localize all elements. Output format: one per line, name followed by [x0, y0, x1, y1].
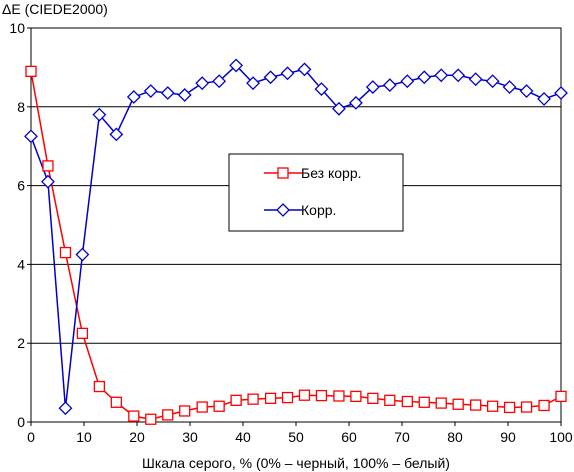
legend-marker-korr: [276, 203, 290, 217]
point-1-15: [280, 66, 295, 81]
point-1-10: [195, 76, 210, 91]
x-tick-label-50: 50: [288, 429, 304, 445]
point-1-21: [382, 78, 397, 93]
x-tick-label-40: 40: [235, 429, 251, 445]
y-tick-label-6: 6: [17, 178, 25, 194]
point-0-4: [93, 380, 106, 393]
point-1-28: [502, 80, 517, 95]
point-1-24: [434, 68, 449, 83]
point-1-3: [75, 247, 90, 262]
point-0-5: [110, 396, 122, 408]
point-1-4: [92, 107, 107, 122]
y-tick-label-0: 0: [17, 414, 25, 430]
x-axis-ticks: 0 10 20 30 40 50 60 70 80 90 100: [27, 422, 573, 445]
point-1-29: [519, 84, 534, 98]
point-0-24: [435, 397, 447, 409]
point-1-23: [417, 70, 432, 85]
point-1-12: [229, 58, 244, 73]
point-1-16: [297, 62, 312, 77]
point-0-31: [555, 390, 567, 403]
point-1-22: [400, 74, 415, 89]
x-tick-label-100: 100: [549, 429, 573, 445]
x-tick-label-30: 30: [182, 429, 198, 445]
point-0-8: [162, 409, 174, 421]
point-1-14: [263, 70, 278, 85]
y-tick-label-10: 10: [9, 20, 25, 36]
point-0-27: [486, 400, 499, 412]
point-0-26: [470, 399, 482, 411]
point-0-11: [213, 400, 225, 412]
point-0-3: [76, 327, 89, 340]
x-tick-label-0: 0: [27, 429, 35, 445]
x-tick-label-60: 60: [341, 429, 357, 445]
point-1-18: [332, 101, 346, 116]
point-1-25: [451, 68, 466, 83]
y-tick-label-4: 4: [17, 256, 25, 272]
point-0-15: [281, 391, 294, 404]
point-0-9: [179, 405, 191, 417]
point-1-20: [365, 80, 380, 95]
x-tick-label-70: 70: [394, 429, 410, 445]
point-1-5: [109, 127, 124, 142]
point-0-16: [298, 389, 311, 401]
point-0-10: [196, 401, 208, 413]
point-1-9: [177, 88, 192, 102]
point-0-7: [145, 413, 157, 425]
point-1-0: [24, 129, 38, 144]
x-axis-title: Шкала серого, % (0% – черный, 100% – бел…: [142, 455, 450, 471]
legend-label-korr: Корр.: [301, 202, 336, 218]
legend-label-bez-korr: Без корр.: [301, 165, 362, 181]
point-0-25: [452, 398, 464, 410]
point-0-6: [128, 410, 140, 422]
point-1-8: [160, 86, 175, 100]
point-1-19: [348, 95, 363, 110]
point-1-30: [537, 92, 551, 106]
point-0-13: [247, 393, 259, 405]
point-1-1: [41, 174, 55, 189]
x-tick-label-10: 10: [76, 429, 92, 445]
legend-box: [228, 153, 404, 232]
point-1-26: [468, 72, 483, 87]
point-0-20: [367, 392, 379, 405]
x-tick-label-20: 20: [129, 429, 145, 445]
point-0-14: [264, 392, 277, 405]
point-0-0: [25, 65, 37, 77]
legend-marker-bez-korr: [277, 167, 289, 179]
point-1-7: [143, 84, 158, 98]
point-1-31: [554, 86, 568, 100]
point-1-6: [126, 90, 141, 104]
point-0-17: [315, 389, 328, 402]
point-0-30: [538, 399, 550, 412]
x-tick-label-90: 90: [500, 429, 516, 445]
point-0-22: [401, 395, 413, 408]
point-0-18: [333, 390, 345, 402]
y-axis-ticks: 0 2 4 6 8 10: [9, 20, 31, 430]
point-1-27: [485, 74, 500, 89]
point-0-1: [42, 160, 54, 172]
point-0-2: [59, 246, 72, 259]
point-1-17: [314, 82, 329, 96]
legend: Без корр. Корр.: [228, 153, 404, 232]
y-tick-label-8: 8: [17, 99, 25, 115]
y-axis-title: ΔE (CIEDE2000): [2, 1, 108, 17]
point-0-21: [384, 394, 396, 406]
y-tick-label-2: 2: [17, 335, 25, 351]
x-tick-label-80: 80: [447, 429, 463, 445]
point-0-12: [230, 394, 242, 406]
point-1-13: [246, 76, 260, 91]
point-0-28: [503, 401, 516, 414]
point-1-2: [58, 401, 73, 416]
point-0-23: [418, 396, 430, 408]
point-0-19: [350, 390, 362, 403]
point-0-29: [520, 401, 533, 413]
series-markers: [24, 58, 568, 425]
point-1-11: [212, 74, 227, 89]
